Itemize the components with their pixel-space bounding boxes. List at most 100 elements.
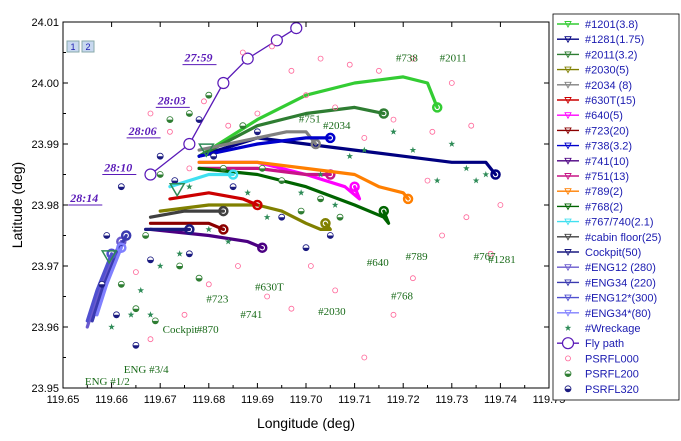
series-endpoint: [490, 169, 501, 180]
series-endpoint: [252, 199, 263, 211]
x-tick-label: 119.68: [192, 394, 225, 406]
series-endpoint: [116, 242, 127, 253]
series-group: [158, 203, 332, 231]
data-label: #2011: [440, 53, 467, 65]
data-point: [183, 137, 196, 151]
legend-symbol: [564, 66, 572, 74]
legend-symbol: [564, 370, 572, 378]
legend-entry: #768(2): [585, 201, 623, 213]
data-point: [390, 116, 397, 123]
legend-symbol: [564, 324, 572, 331]
series-group: [98, 116, 334, 349]
data-point: [201, 98, 207, 105]
data-point: [156, 262, 164, 269]
data-point: [235, 263, 241, 269]
series-group: [148, 205, 229, 219]
data-point: [186, 165, 193, 172]
legend-entry: #ENG34 (220): [585, 277, 656, 289]
legend-entry: Cockpit(50): [585, 247, 641, 259]
data-point: [147, 110, 154, 117]
y-tick-label: 23.97: [31, 261, 59, 273]
data-point: [132, 341, 140, 349]
data-label: #630T: [255, 281, 284, 293]
series-endpoint: [378, 205, 390, 217]
legend-symbol: [564, 127, 572, 135]
data-point: [270, 34, 283, 47]
series-endpoint: [227, 169, 239, 180]
legend-entry: #789(2): [585, 186, 623, 198]
series-line: [95, 246, 123, 317]
legend-symbol: [564, 81, 572, 89]
legend-entry: #640(5): [585, 110, 623, 122]
legend-entry: PSRFL000: [585, 353, 639, 365]
data-point: [98, 280, 106, 288]
data-point: [137, 286, 145, 294]
legend-symbol: [564, 157, 572, 165]
data-point: [410, 55, 416, 62]
data-label: #738: [396, 53, 419, 65]
series-endpoint: [184, 224, 195, 235]
series-endpoint: [257, 242, 268, 253]
data-point: [424, 177, 431, 184]
time-label: 27:59: [184, 51, 213, 65]
data-point: [278, 213, 286, 221]
data-label: ENG #1/2: [85, 376, 130, 388]
data-point: [241, 52, 254, 65]
legend-entry: #cabin floor(25): [585, 232, 661, 244]
time-label: 28:06: [128, 124, 157, 138]
data-point: [361, 354, 368, 361]
series-endpoint: [310, 138, 321, 150]
data-label: #723: [206, 294, 229, 306]
legend-entry: #ENG34*(80): [585, 308, 651, 320]
data-point: [264, 293, 271, 300]
data-point: [253, 128, 261, 136]
legend-entry: #1201(3.8): [585, 19, 638, 31]
x-tick-label: 119.66: [95, 394, 128, 406]
series-line: [197, 160, 410, 201]
legend-entry: #ENG12*(300): [585, 293, 657, 305]
time-label: 28:03: [157, 93, 186, 107]
data-label: #751: [299, 114, 321, 126]
series-group: [148, 221, 229, 235]
legend-entry: #ENG12 (280): [585, 262, 656, 274]
data-point: [144, 168, 157, 181]
legend-symbol: [564, 142, 572, 150]
data-point: [317, 171, 324, 178]
legend-symbol: [564, 36, 572, 44]
data-point: [176, 262, 184, 270]
data-point: [147, 256, 154, 264]
data-point: [181, 311, 188, 318]
x-tick-label: 119.67: [144, 394, 177, 406]
legend: #1201(3.8) #1281(1.75) #2011(3.2) #2030(5) #…: [552, 13, 680, 401]
data-point: [263, 213, 271, 221]
data-point: [205, 225, 213, 233]
data-point: [297, 207, 305, 215]
data-point: [205, 91, 213, 99]
legend-symbol: [564, 279, 572, 287]
data-point: [307, 263, 314, 269]
x-tick-label: 119.73: [435, 394, 468, 406]
legend-symbol: [564, 173, 572, 180]
data-point: [156, 171, 164, 178]
data-point: [439, 232, 445, 239]
legend-entry: #751(13): [585, 171, 629, 183]
data-point: [390, 128, 397, 135]
data-point: [258, 164, 266, 172]
data-point: [185, 250, 193, 258]
legend-symbol: [564, 294, 572, 302]
track-triangle: [168, 183, 186, 198]
track-triangle: [100, 250, 118, 265]
series-group: [168, 169, 239, 189]
series-layer: [85, 22, 504, 361]
series-line: [197, 166, 391, 225]
data-point: [269, 43, 275, 50]
y-tick-label: 23.95: [31, 383, 59, 395]
legend-entry: #2011(3.2): [585, 49, 637, 61]
series-group: [197, 160, 414, 205]
series-line: [168, 172, 235, 189]
y-tick-label: 23.96: [31, 322, 59, 334]
x-tick-label: 119.69: [241, 394, 274, 406]
legend-symbol: [564, 385, 572, 393]
data-point: [239, 49, 246, 56]
data-point: [278, 177, 286, 185]
